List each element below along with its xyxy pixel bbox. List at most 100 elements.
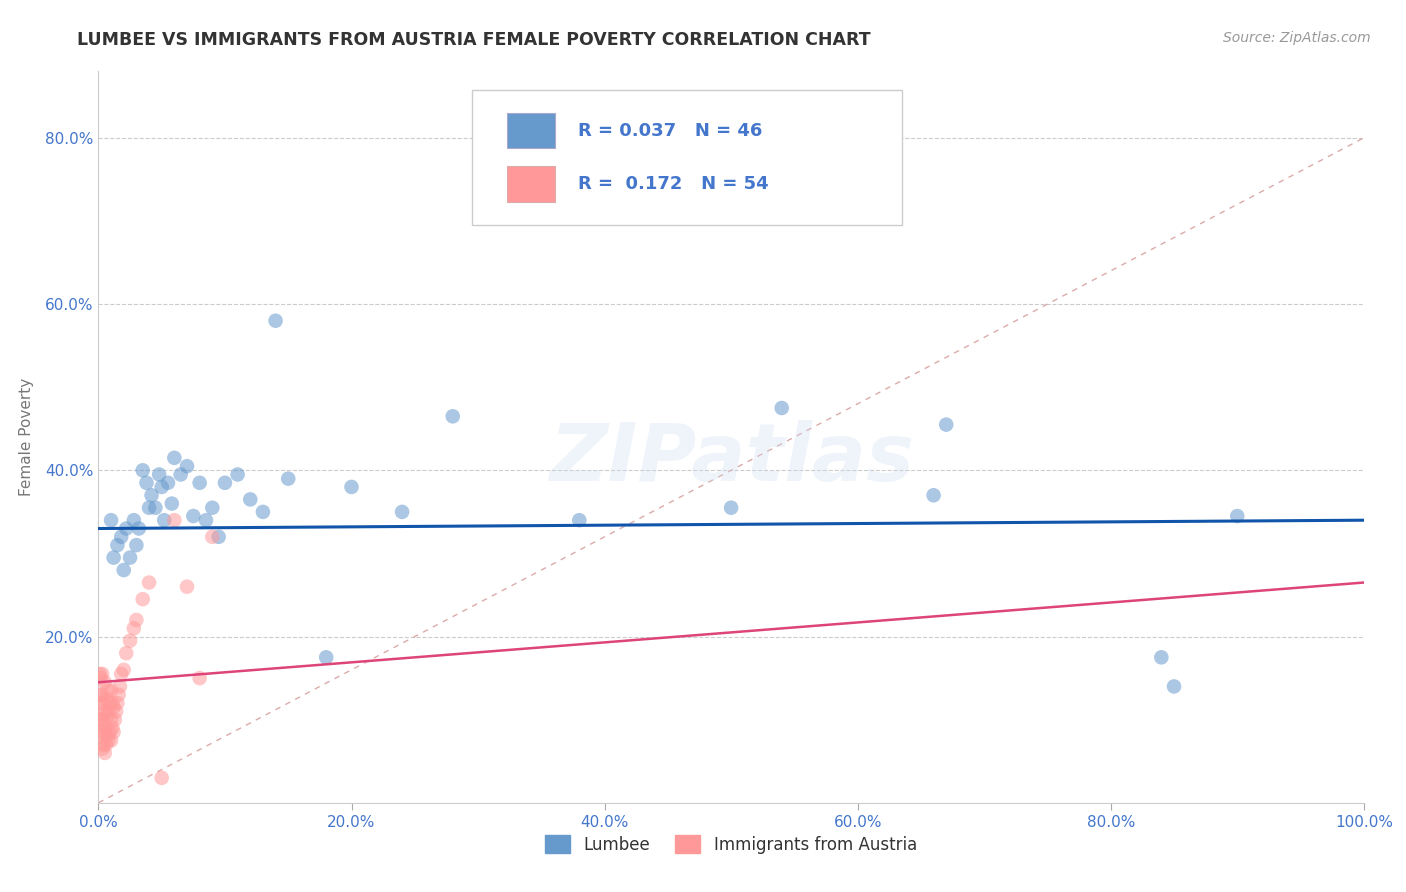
Point bbox=[110, 667, 132, 681]
Point bbox=[91, 667, 114, 681]
Point bbox=[252, 505, 274, 519]
Point bbox=[93, 725, 117, 739]
Point bbox=[150, 771, 173, 785]
Point bbox=[96, 683, 118, 698]
Text: R =  0.172   N = 54: R = 0.172 N = 54 bbox=[578, 175, 769, 193]
Point bbox=[163, 513, 186, 527]
Point bbox=[188, 671, 211, 685]
Text: ZIPatlas: ZIPatlas bbox=[548, 420, 914, 498]
Point bbox=[91, 688, 114, 702]
Point bbox=[94, 721, 117, 735]
Point bbox=[163, 450, 186, 465]
Point bbox=[110, 530, 132, 544]
Point bbox=[183, 509, 205, 524]
Point bbox=[120, 633, 141, 648]
Point bbox=[100, 713, 122, 727]
Point bbox=[239, 492, 262, 507]
Point bbox=[94, 738, 117, 752]
Point bbox=[97, 705, 120, 719]
Point bbox=[264, 314, 287, 328]
Point bbox=[132, 592, 155, 607]
Point bbox=[169, 467, 191, 482]
Point bbox=[93, 696, 115, 710]
Point bbox=[90, 713, 112, 727]
Point bbox=[122, 513, 145, 527]
Point bbox=[145, 500, 166, 515]
Point bbox=[441, 409, 464, 424]
Point bbox=[97, 733, 120, 747]
FancyBboxPatch shape bbox=[471, 89, 903, 225]
Point bbox=[153, 513, 176, 527]
Text: Source: ZipAtlas.com: Source: ZipAtlas.com bbox=[1223, 31, 1371, 45]
Point bbox=[315, 650, 337, 665]
Point bbox=[115, 521, 138, 535]
Point bbox=[103, 700, 125, 714]
Point bbox=[135, 475, 157, 490]
Point bbox=[103, 725, 125, 739]
Point bbox=[120, 550, 141, 565]
Bar bbox=[508, 113, 555, 148]
Legend: Lumbee, Immigrants from Austria: Lumbee, Immigrants from Austria bbox=[538, 829, 924, 860]
Point bbox=[208, 530, 231, 544]
Point bbox=[107, 688, 129, 702]
Point bbox=[277, 472, 299, 486]
Point bbox=[91, 741, 114, 756]
Point bbox=[104, 713, 127, 727]
Point bbox=[770, 401, 793, 415]
Point bbox=[720, 500, 742, 515]
Point bbox=[201, 500, 224, 515]
Point bbox=[101, 696, 124, 710]
Text: LUMBEE VS IMMIGRANTS FROM AUSTRIA FEMALE POVERTY CORRELATION CHART: LUMBEE VS IMMIGRANTS FROM AUSTRIA FEMALE… bbox=[77, 31, 870, 49]
Point bbox=[125, 613, 148, 627]
Point bbox=[922, 488, 945, 502]
Point bbox=[112, 663, 135, 677]
Point bbox=[138, 500, 160, 515]
Point bbox=[90, 671, 112, 685]
Point bbox=[1163, 680, 1185, 694]
Point bbox=[90, 696, 112, 710]
Point bbox=[214, 475, 236, 490]
Point bbox=[90, 729, 112, 743]
Point bbox=[160, 497, 183, 511]
Point bbox=[176, 580, 198, 594]
Point bbox=[108, 680, 131, 694]
Point bbox=[89, 688, 111, 702]
Y-axis label: Female Poverty: Female Poverty bbox=[18, 378, 34, 496]
Point bbox=[340, 480, 363, 494]
Point bbox=[226, 467, 249, 482]
Point bbox=[96, 708, 118, 723]
Point bbox=[148, 467, 170, 482]
Point bbox=[93, 738, 115, 752]
Point bbox=[101, 721, 124, 735]
Point bbox=[112, 563, 135, 577]
Point bbox=[96, 729, 118, 743]
Point bbox=[100, 513, 122, 527]
Point bbox=[1150, 650, 1173, 665]
Point bbox=[568, 513, 591, 527]
Point bbox=[157, 475, 180, 490]
Point bbox=[141, 488, 163, 502]
Point bbox=[107, 696, 129, 710]
Point bbox=[115, 646, 138, 660]
Point bbox=[100, 733, 122, 747]
Point bbox=[105, 705, 128, 719]
Point bbox=[194, 513, 218, 527]
Point bbox=[132, 463, 155, 477]
Point bbox=[93, 716, 115, 731]
Point bbox=[98, 725, 121, 739]
Point bbox=[91, 708, 114, 723]
Point bbox=[93, 675, 117, 690]
Point bbox=[93, 705, 117, 719]
Point bbox=[138, 575, 160, 590]
Point bbox=[89, 667, 111, 681]
Bar bbox=[508, 167, 555, 202]
Point bbox=[935, 417, 957, 432]
Point bbox=[100, 683, 122, 698]
Point bbox=[125, 538, 148, 552]
Point bbox=[91, 725, 114, 739]
Point bbox=[122, 621, 145, 635]
Point bbox=[150, 480, 173, 494]
Point bbox=[1226, 509, 1249, 524]
Text: R = 0.037   N = 46: R = 0.037 N = 46 bbox=[578, 121, 762, 140]
Point bbox=[107, 538, 129, 552]
